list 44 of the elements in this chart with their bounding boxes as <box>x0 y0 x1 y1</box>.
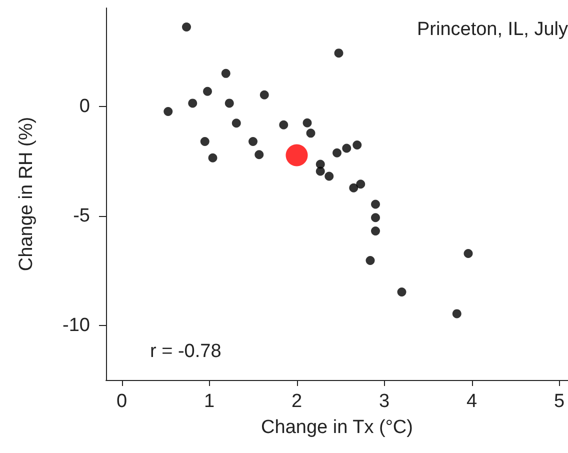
point <box>302 118 312 128</box>
point <box>371 226 380 236</box>
x-tick-label: 1 <box>204 391 215 412</box>
x-axis-title: Change in Tx (°C) <box>261 417 413 438</box>
x-tick-label: 0 <box>116 391 128 412</box>
point <box>254 150 264 160</box>
point <box>182 22 191 32</box>
point <box>332 148 342 158</box>
point <box>349 183 358 192</box>
annotation: r = -0.78 <box>150 341 222 362</box>
point <box>366 256 375 266</box>
point <box>203 86 212 96</box>
point <box>452 309 462 318</box>
x-tick-label: 4 <box>466 391 478 412</box>
point <box>316 166 325 176</box>
point <box>279 120 288 130</box>
point <box>248 136 258 146</box>
x-tick-label: 3 <box>378 391 390 412</box>
y-tick-label: 0 <box>79 96 90 117</box>
point <box>371 213 380 222</box>
point <box>306 128 316 138</box>
annotation: Princeton, IL, July <box>416 19 568 40</box>
x-tick-label: 2 <box>291 391 302 412</box>
point <box>334 48 344 58</box>
point <box>464 249 473 258</box>
point <box>188 98 198 108</box>
point <box>371 200 380 209</box>
point <box>286 144 308 166</box>
point <box>352 140 362 150</box>
y-tick-label: -5 <box>73 205 90 226</box>
point <box>200 136 210 146</box>
point <box>356 180 366 189</box>
y-axis-title: Change in RH (%) <box>16 116 37 272</box>
point <box>260 90 269 100</box>
point <box>224 98 234 108</box>
point <box>324 172 334 181</box>
point <box>221 68 230 78</box>
y-tick-label: -10 <box>62 314 90 336</box>
point <box>232 118 241 128</box>
point <box>164 107 173 116</box>
point <box>208 153 218 162</box>
point <box>342 144 352 153</box>
point <box>397 288 406 297</box>
x-tick-label: 5 <box>554 391 565 412</box>
